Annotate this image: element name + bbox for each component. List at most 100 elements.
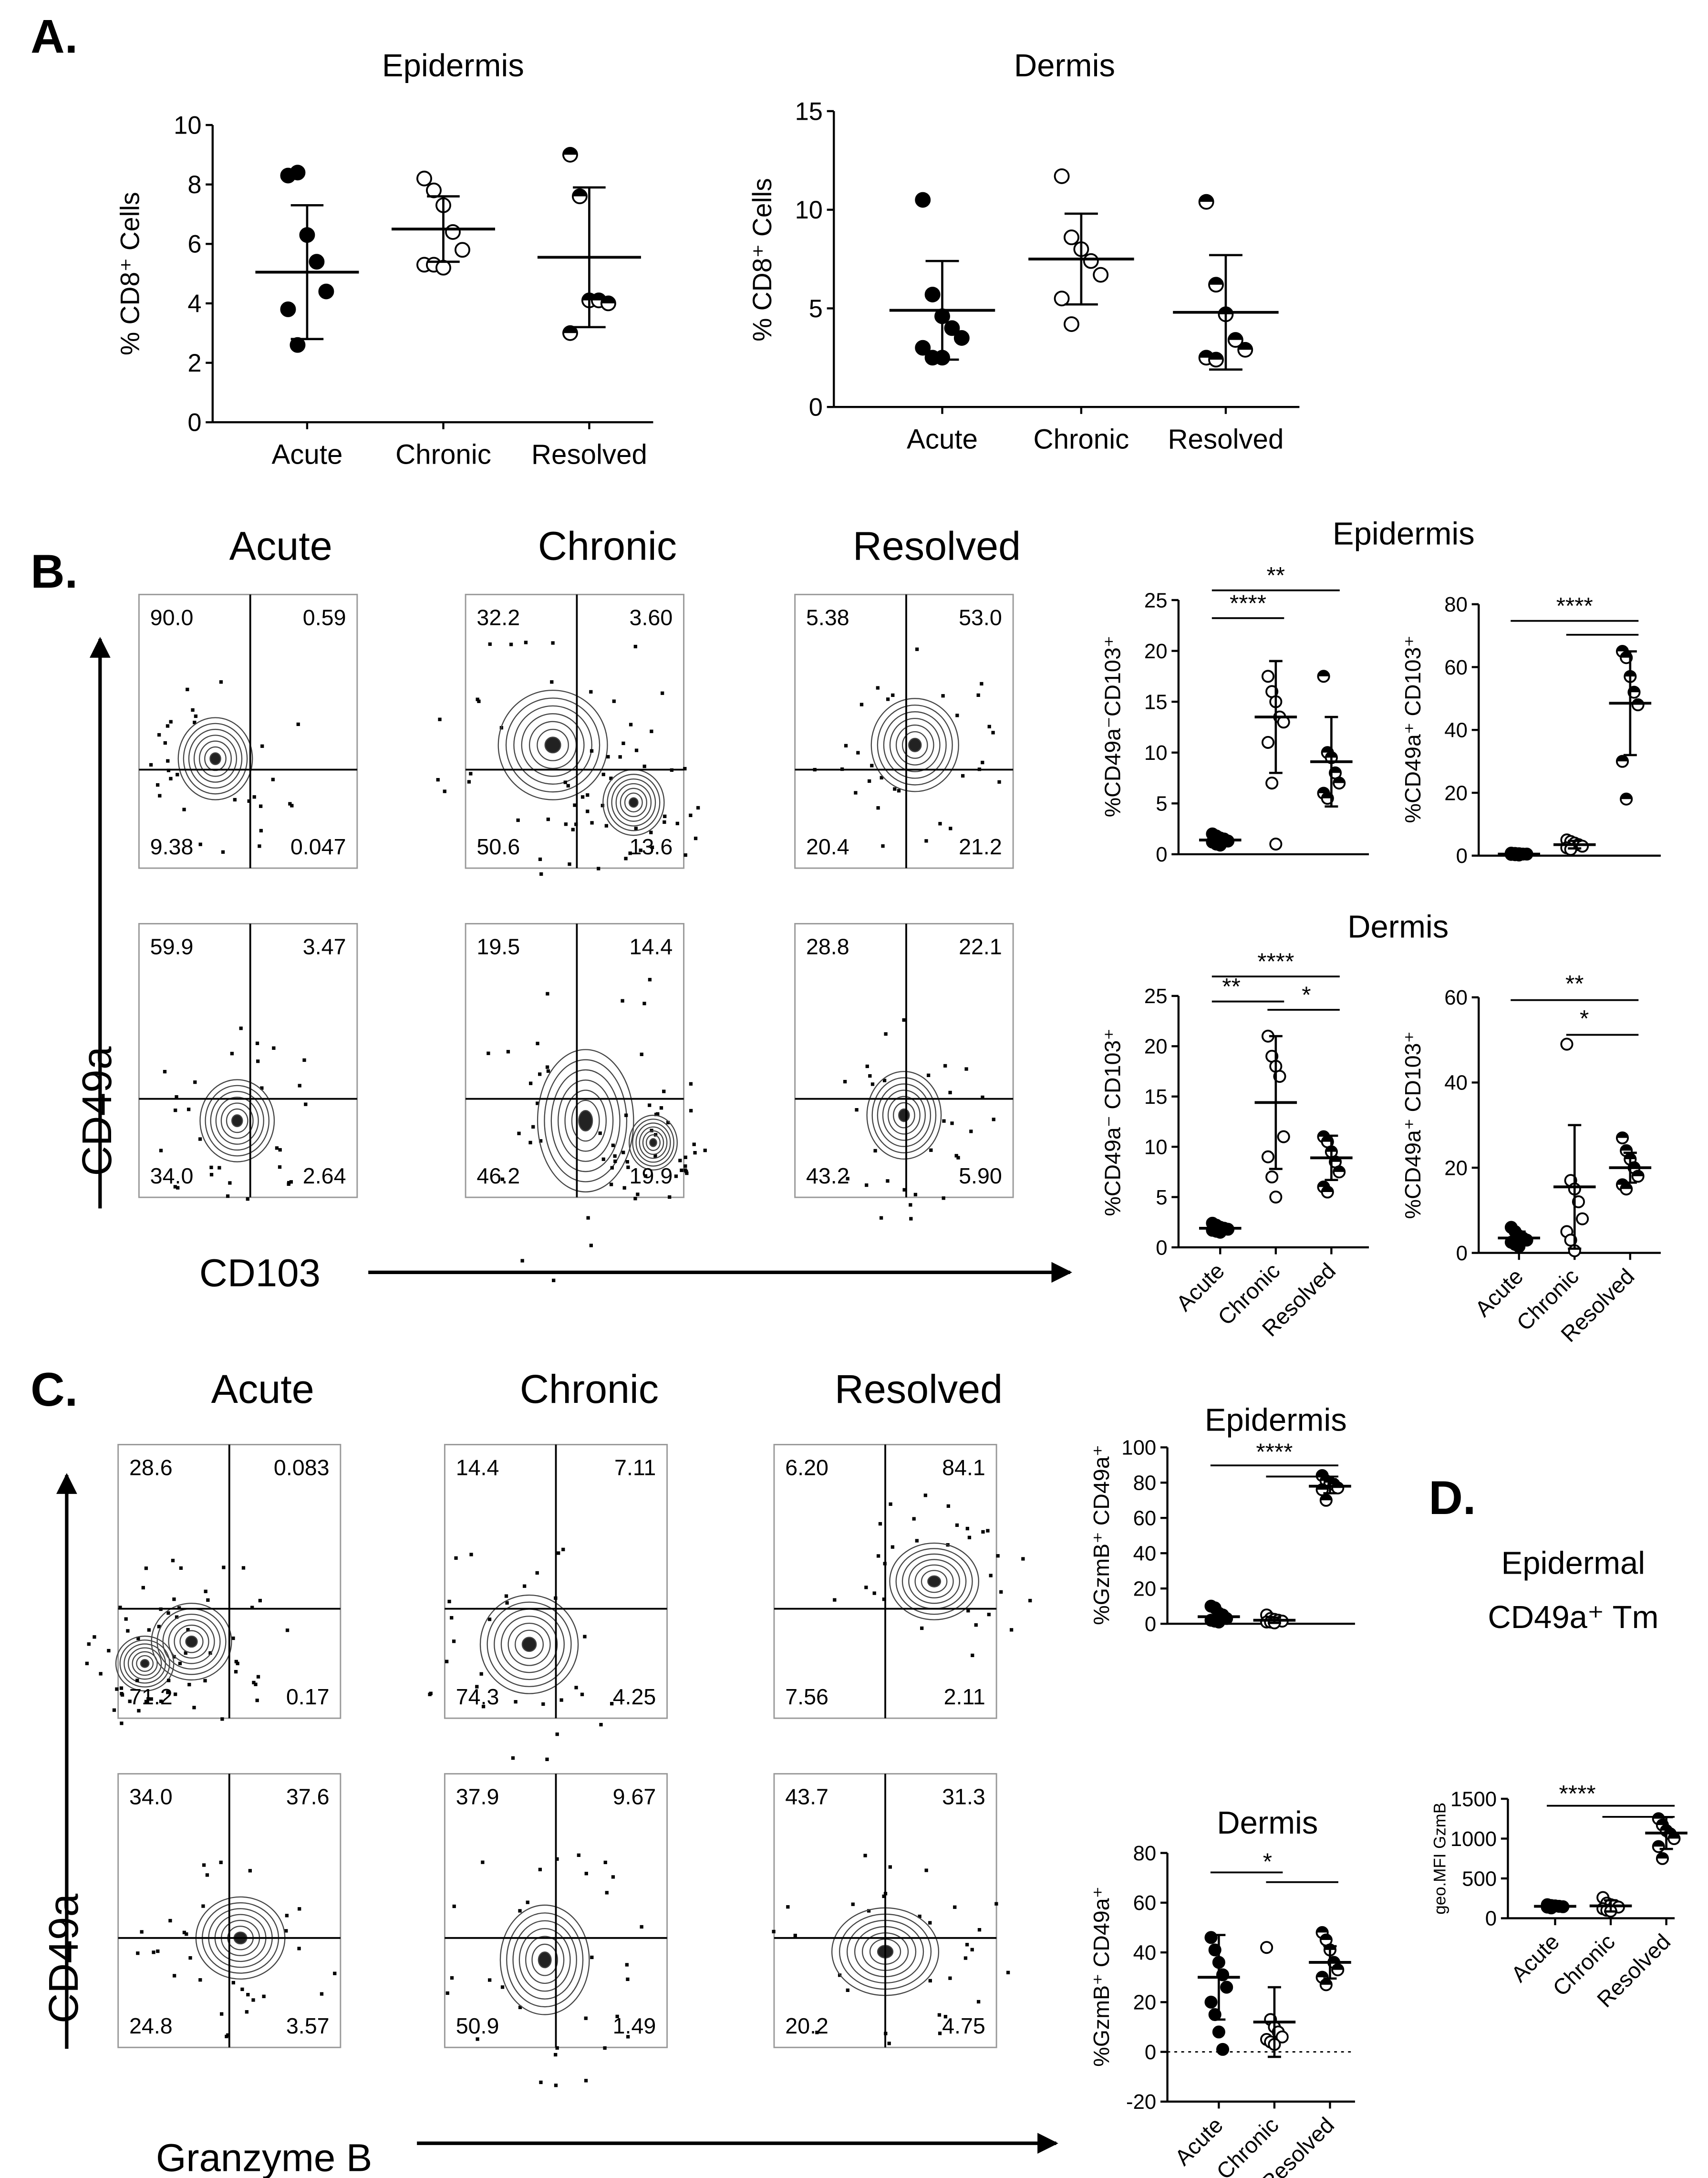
- event-dot: [928, 1979, 932, 1983]
- group-label: Acute: [229, 524, 332, 569]
- contour: [871, 1077, 937, 1153]
- event-dot: [590, 1955, 594, 1960]
- error-bar: [1209, 254, 1242, 371]
- contour: [537, 728, 569, 761]
- event-dot: [870, 764, 874, 767]
- event-dot: [124, 1617, 128, 1621]
- chart-title: Epidermis: [382, 48, 524, 83]
- event-dot: [566, 784, 570, 788]
- error-bar: [1269, 1035, 1283, 1170]
- event-dot: [598, 1131, 602, 1135]
- y-tick-label: 0: [1456, 844, 1468, 868]
- plot-frame: [794, 923, 1014, 1198]
- event-dot: [185, 1932, 188, 1936]
- plot-frame: [138, 593, 358, 869]
- event-dot: [981, 1095, 984, 1099]
- contour: [908, 1559, 961, 1604]
- significance-label: ****: [1230, 590, 1266, 616]
- event-dot: [863, 1854, 867, 1857]
- x-tick-label: Resolved: [531, 439, 647, 470]
- event-dot: [668, 1195, 672, 1199]
- event-dot: [843, 1079, 847, 1084]
- point-half: [1320, 1934, 1332, 1940]
- quadrant-percent: 2.64: [303, 1163, 346, 1188]
- event-dot: [573, 803, 577, 807]
- event-dot: [278, 1148, 282, 1152]
- event-dot: [278, 1165, 282, 1169]
- data-point: [1652, 1840, 1665, 1853]
- point-marker: [944, 320, 960, 336]
- event-dot: [135, 1679, 139, 1682]
- event-dot: [258, 844, 261, 848]
- event-dot: [163, 741, 167, 745]
- contour: [151, 1603, 232, 1680]
- event-dot: [611, 1143, 615, 1147]
- y-tick-label: 40: [1444, 1071, 1468, 1095]
- event-dot: [956, 1156, 960, 1160]
- event-dot: [626, 2035, 630, 2039]
- event-dot: [550, 680, 554, 684]
- quadrant-percent: 3.60: [630, 605, 673, 630]
- contour: [497, 689, 608, 800]
- event-dot: [246, 1992, 250, 1997]
- contour: [119, 1639, 170, 1688]
- quadrant-percent: 7.11: [614, 1455, 656, 1480]
- contour: [500, 1616, 558, 1673]
- event-dot: [287, 1181, 291, 1185]
- contour: [544, 1059, 628, 1182]
- event-dot: [648, 1103, 652, 1107]
- contour: [889, 1542, 980, 1620]
- point-marker: [1054, 290, 1070, 307]
- x-tick-label: Chronic: [395, 439, 491, 470]
- event-dot: [186, 687, 189, 692]
- event-dot: [793, 1933, 797, 1938]
- point-half: [1334, 1166, 1345, 1172]
- contour: [209, 752, 221, 765]
- data-point: [562, 146, 578, 163]
- point-marker: [953, 330, 970, 346]
- contour: [512, 1920, 577, 2000]
- y-tick-label: 10: [1144, 741, 1168, 765]
- event-dot: [610, 1166, 614, 1170]
- data-point: [1631, 698, 1645, 712]
- event-dot: [157, 733, 161, 737]
- event-dot: [601, 1157, 605, 1161]
- group-label: Acute: [211, 1367, 314, 1411]
- quadrant-percent: 37.9: [456, 1784, 499, 1809]
- event-dot: [488, 1978, 492, 1982]
- y-tick-label: 100: [1121, 1436, 1156, 1460]
- event-dot: [880, 776, 883, 780]
- event-dot: [115, 1687, 119, 1691]
- event-dot: [981, 760, 984, 765]
- group-label: Chronic: [520, 1367, 659, 1411]
- event-dot: [182, 1930, 186, 1934]
- x-tick-label: Resolved: [1168, 424, 1284, 455]
- event-dot: [599, 1722, 603, 1727]
- quadrant-percent: 7.56: [785, 1684, 828, 1709]
- event-dot: [285, 1914, 289, 1918]
- event-dot: [915, 1539, 919, 1543]
- data-point: [1620, 792, 1633, 806]
- event-dot: [234, 1659, 238, 1664]
- event-dot: [622, 1186, 626, 1190]
- quadrant-percent: 1.49: [613, 2013, 656, 2038]
- data-point: [1093, 267, 1109, 283]
- axis-label: CD103: [199, 1252, 321, 1295]
- data-point: [1277, 1130, 1290, 1143]
- chart-title: Epidermal: [1501, 1545, 1646, 1581]
- event-dot: [996, 1554, 1000, 1558]
- flow-plot: 28.6 0.083 71.2 0.17: [85, 1444, 342, 1725]
- point-marker: [1261, 736, 1275, 749]
- event-dot: [597, 867, 600, 871]
- event-dot: [615, 2014, 619, 2018]
- event-dot: [555, 2046, 559, 2050]
- quadrant-percent: 50.6: [476, 834, 520, 859]
- event-dot: [488, 642, 492, 646]
- event-dot: [625, 1160, 629, 1164]
- quadrant-percent: 28.6: [129, 1455, 173, 1480]
- event-dot: [613, 1154, 617, 1158]
- contour: [866, 1071, 942, 1160]
- event-dot: [539, 872, 543, 876]
- error-bar: [1325, 716, 1338, 808]
- data-point: [1319, 1493, 1333, 1507]
